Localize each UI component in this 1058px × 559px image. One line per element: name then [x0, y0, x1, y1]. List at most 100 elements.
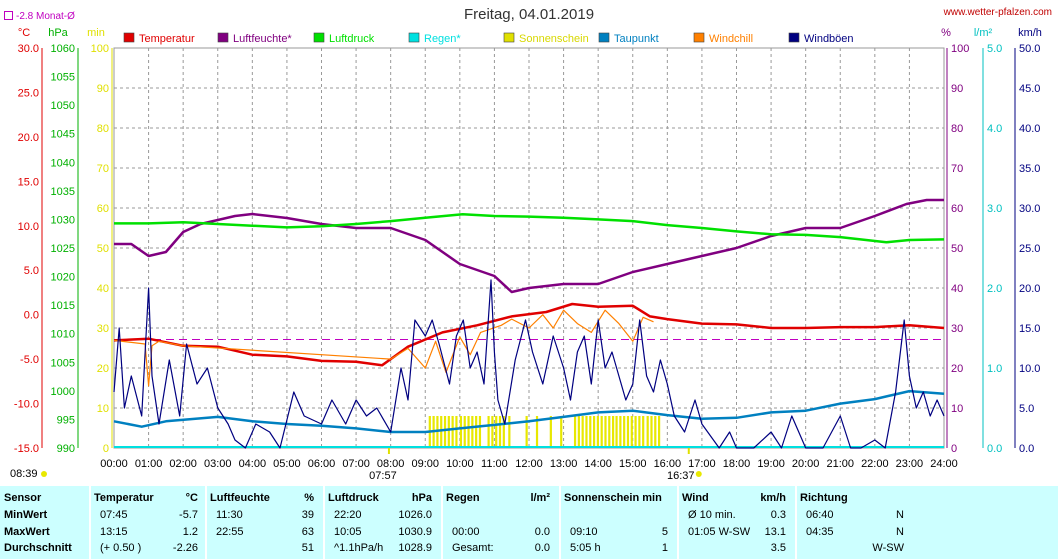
chart-plot [113, 198, 945, 454]
legend-swatch [123, 32, 135, 43]
legend-swatch [503, 32, 515, 43]
monthly-average-text: -2.8 Monat-Ø [16, 11, 75, 22]
sunshine-bar [478, 416, 482, 448]
temp-tick-label: -15.0 [14, 443, 39, 455]
sun-tick-label: 80 [97, 123, 109, 135]
legend-label: Sonnenschein [519, 33, 589, 45]
pressure-tick-label: 1015 [51, 300, 75, 312]
sunshine-bar [487, 416, 490, 448]
monthly-average-swatch [4, 11, 13, 20]
pressure-tick-label: 995 [57, 414, 75, 426]
wind-tick-label: 10.0 [1019, 363, 1040, 375]
legend-label: Windchill [709, 33, 753, 45]
rain-tick-label: 4.0 [987, 123, 1002, 135]
legend-label: Luftdruck [329, 33, 375, 45]
table-row-label: Durchschnitt [4, 542, 72, 554]
legend-swatch [598, 32, 610, 43]
sunshine-bar [589, 416, 592, 448]
sun-tick-label: 100 [91, 43, 109, 55]
table-cell-value: 13.1 [764, 526, 786, 538]
pressure-tick-label: 1020 [51, 272, 75, 284]
sunshine-bar [654, 416, 657, 448]
x-tick-label: 09:00 [411, 458, 439, 470]
table-cell-value: 1.2 [182, 526, 198, 538]
sunshine-bar [626, 416, 630, 448]
table-cell: 01:05 W-SW [688, 526, 751, 538]
temp-tick-label: 30.0 [18, 43, 39, 55]
axis-unit-label: l/m² [974, 27, 993, 39]
table-header: Temperatur [94, 492, 154, 504]
pressure-tick-label: 1005 [51, 357, 75, 369]
pressure-tick-label: 1045 [51, 129, 75, 141]
sunshine-bar [467, 416, 470, 448]
sun-tick-label: 90 [97, 83, 109, 95]
table-cell-value: 1026.0 [398, 509, 432, 521]
temp-tick-label: 5.0 [24, 265, 39, 277]
x-tick-label: 10:00 [446, 458, 474, 470]
table-unit: km/h [760, 492, 786, 504]
legend-swatch [693, 32, 705, 43]
x-tick-label: 18:00 [723, 458, 751, 470]
sunrise-label: 08:39 [10, 468, 38, 480]
sunshine-bar [498, 416, 502, 448]
sunshine-bar [604, 416, 607, 448]
weather-chart: 00:00 01:00 02:00 03:00 04:00 05:00 06:00 07:00… [10, 27, 1042, 482]
x-tick-label: 17:00 [688, 458, 716, 470]
sunrise-icon [41, 471, 47, 477]
table-cell: 11:30 [216, 509, 243, 521]
table-cell-value: 0.3 [770, 509, 786, 521]
table-cell: Ø 10 min. [688, 509, 736, 521]
rain-tick-label: 5.0 [987, 43, 1002, 55]
table-cell-value: N [896, 509, 904, 521]
sunshine-bar [491, 416, 494, 448]
sunshine-bar [463, 416, 466, 448]
x-tick-label: 12:00 [515, 458, 543, 470]
table-cell: 13:15 [100, 526, 128, 538]
sunshine-bar [623, 416, 626, 448]
sunshine-bar [471, 416, 474, 448]
source-url[interactable]: www.wetter-pfalzen.com [943, 7, 1052, 18]
table-cell-value: 1 [661, 542, 668, 554]
x-tick-label: 15:00 [619, 458, 647, 470]
x-tick-label: 24:00 [930, 458, 958, 470]
x-tick-label: 16:00 [654, 458, 682, 470]
series-windböen [113, 279, 945, 449]
legend-swatch [408, 32, 420, 43]
legend-label: Regen* [424, 33, 461, 45]
table-cell: Gesamt: [452, 542, 494, 554]
sunshine-bar [615, 416, 618, 448]
axis-unit-label: km/h [1018, 27, 1042, 39]
x-tick-label: 01:00 [135, 458, 163, 470]
table-separator [323, 486, 325, 559]
legend-label: Luftfeuchte* [233, 33, 292, 45]
summary-table: Sensor MinWert MaxWert Durchschnitt Temperat… [0, 486, 1058, 559]
temp-tick-label: 0.0 [24, 310, 39, 322]
x-tick-label: 04:00 [239, 458, 267, 470]
legend-label: Temperatur [139, 33, 195, 45]
humidity-tick-label: 20 [951, 363, 963, 375]
pressure-tick-label: 1000 [51, 386, 75, 398]
sunshine-bar [600, 416, 603, 448]
humidity-tick-label: 60 [951, 203, 963, 215]
sun-tick-label: 50 [97, 243, 109, 255]
table-separator [677, 486, 679, 559]
pressure-tick-label: 1025 [51, 243, 75, 255]
table-cell-value: 51 [301, 542, 314, 554]
sun-window-start-label: 07:57 [369, 470, 397, 482]
pressure-tick-label: 1010 [51, 329, 75, 341]
table-header: Luftdruck [328, 492, 379, 504]
table-row-label: MaxWert [4, 526, 50, 538]
sunshine-bar [596, 416, 599, 448]
table-unit: hPa [411, 492, 432, 504]
humidity-tick-label: 30 [951, 323, 963, 335]
table-cell-value: 5 [661, 526, 668, 538]
sunshine-bar [638, 416, 641, 448]
x-tick-label: 05:00 [273, 458, 301, 470]
table-cell-value: -5.7 [179, 509, 198, 521]
wind-tick-label: 35.0 [1019, 163, 1040, 175]
x-tick-label: 13:00 [550, 458, 578, 470]
wind-tick-label: 40.0 [1019, 123, 1040, 135]
legend-label: Windböen [804, 33, 854, 45]
sunshine-bar [650, 416, 653, 448]
sunshine-bar [619, 416, 622, 448]
